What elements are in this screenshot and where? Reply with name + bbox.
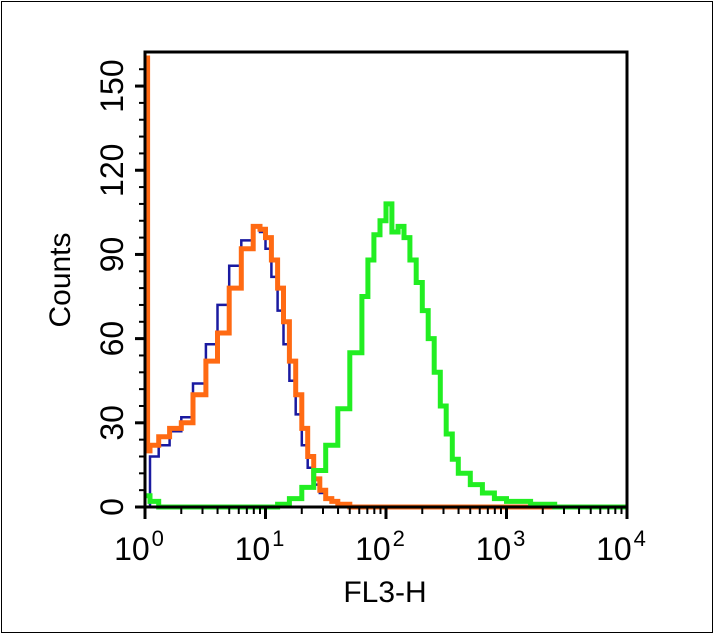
x-tick-label: 102 bbox=[355, 526, 405, 567]
y-axis-title: Counts bbox=[44, 232, 77, 327]
y-tick-label: 150 bbox=[94, 59, 130, 112]
tick-layer bbox=[135, 68, 629, 519]
y-tick-label: 30 bbox=[94, 405, 130, 441]
x-tick-label: 101 bbox=[235, 526, 285, 567]
series-line-2 bbox=[145, 201, 627, 510]
x-axis-title: FL3-H bbox=[343, 576, 426, 609]
label-layer: 0 30 60 90 120 150 100 101 102 103 104 bbox=[94, 59, 646, 567]
y-tick-label: 120 bbox=[94, 144, 130, 197]
y-tick-label: 0 bbox=[94, 498, 130, 516]
series-line-0 bbox=[145, 225, 627, 509]
plot-area-frame bbox=[143, 50, 629, 509]
series-layer bbox=[145, 55, 627, 510]
y-tick-label: 90 bbox=[94, 237, 130, 273]
x-tick-label: 103 bbox=[476, 526, 526, 567]
x-tick-label: 104 bbox=[596, 526, 646, 567]
x-tick-label: 100 bbox=[114, 526, 164, 567]
y-tick-label: 60 bbox=[94, 321, 130, 357]
series-line-1 bbox=[145, 55, 627, 510]
